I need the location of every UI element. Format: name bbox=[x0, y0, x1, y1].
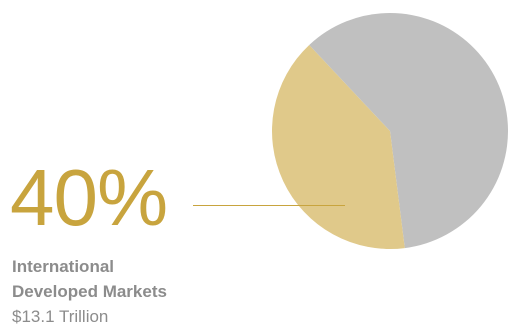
pie-slice-0 bbox=[390, 13, 508, 249]
highlight-name-line1: International bbox=[12, 257, 115, 276]
leader-line bbox=[193, 205, 345, 206]
pie-slice-2 bbox=[309, 13, 390, 131]
highlight-percent: 40% bbox=[10, 153, 168, 242]
highlight-name-line2: Developed Markets bbox=[12, 282, 167, 301]
pie-slice-1 bbox=[272, 44, 405, 250]
highlight-amount: $13.1 Trillion bbox=[12, 307, 109, 326]
